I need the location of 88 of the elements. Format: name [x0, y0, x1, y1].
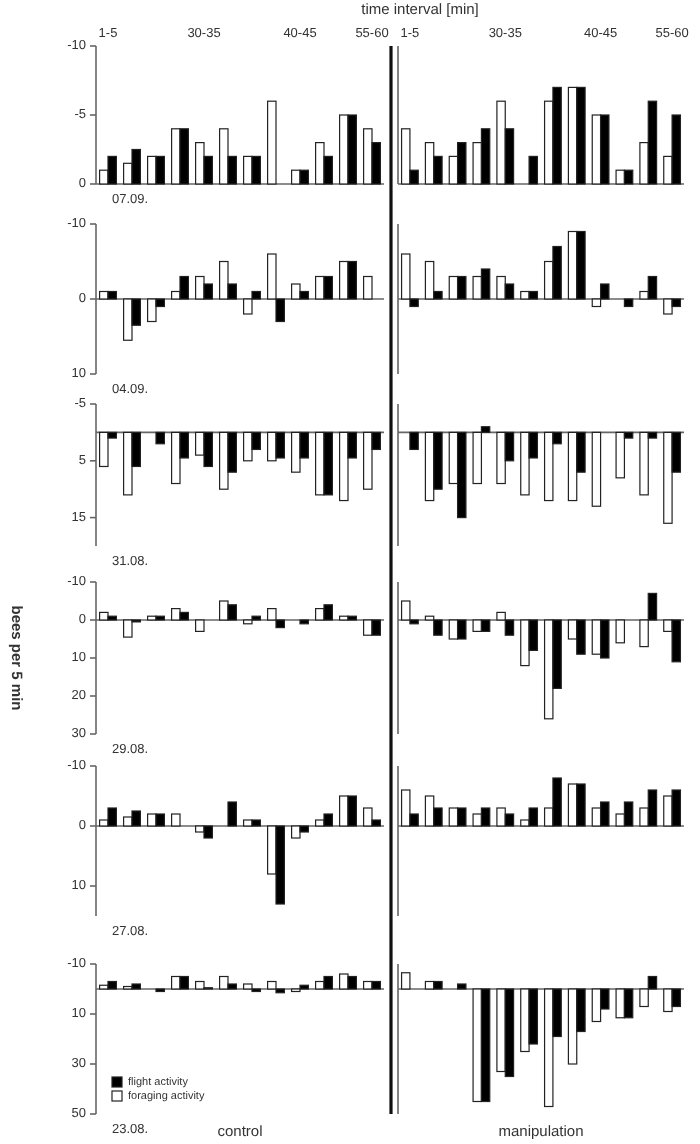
bar — [528, 988, 539, 1045]
bar — [671, 619, 682, 663]
bar — [520, 431, 530, 496]
bar — [371, 619, 381, 636]
bar — [339, 431, 349, 502]
bar — [243, 819, 253, 827]
bar — [299, 290, 309, 300]
bar — [591, 431, 602, 507]
bar — [99, 431, 109, 468]
bar — [615, 431, 626, 479]
bar — [433, 619, 443, 636]
bar — [155, 813, 165, 827]
bar — [291, 431, 301, 473]
bar — [203, 283, 213, 300]
bar — [323, 431, 333, 496]
bar — [615, 988, 626, 1019]
bar — [219, 431, 229, 490]
bar — [363, 431, 373, 490]
bar — [99, 611, 109, 621]
bar — [123, 816, 133, 827]
bar — [504, 619, 515, 636]
bar — [227, 604, 237, 621]
bar — [203, 825, 213, 839]
bar — [543, 619, 554, 720]
bar — [456, 619, 467, 640]
bar — [671, 988, 682, 1008]
bar — [195, 825, 205, 833]
bar — [472, 619, 483, 632]
bar — [520, 619, 530, 667]
bar — [171, 431, 181, 485]
bar — [243, 431, 253, 462]
bar — [472, 988, 483, 1103]
bar — [219, 260, 229, 300]
bar — [171, 813, 181, 827]
bar — [275, 431, 285, 459]
bar — [363, 807, 373, 827]
bar — [496, 988, 506, 1073]
bar — [171, 608, 181, 621]
bar — [400, 600, 411, 621]
bar — [267, 608, 277, 621]
bar — [639, 431, 649, 496]
bar — [123, 431, 133, 496]
bar — [576, 619, 586, 655]
bar — [123, 619, 133, 638]
bar — [615, 619, 626, 644]
bar — [315, 819, 325, 827]
bar — [299, 825, 309, 833]
bar — [179, 275, 189, 300]
bar — [623, 988, 634, 1019]
bar — [472, 431, 483, 485]
bar — [147, 813, 157, 827]
bar — [291, 825, 301, 839]
bar — [219, 600, 229, 621]
bar — [347, 260, 357, 300]
bar — [203, 431, 213, 468]
bar — [323, 275, 333, 300]
bar — [363, 275, 373, 300]
bar — [195, 619, 205, 632]
bar — [663, 431, 673, 524]
bar — [123, 298, 133, 341]
bar — [543, 431, 554, 502]
bar — [243, 298, 253, 315]
bar — [275, 825, 285, 905]
bar — [107, 807, 117, 827]
bar — [227, 801, 237, 827]
bar — [131, 810, 141, 827]
bar — [543, 988, 554, 1108]
bar — [347, 795, 357, 827]
bar — [323, 604, 333, 621]
bar — [179, 611, 189, 621]
bar — [480, 988, 491, 1103]
bar — [155, 431, 165, 445]
bar — [251, 819, 261, 827]
bar — [323, 813, 333, 827]
bar — [400, 972, 411, 990]
bar — [433, 980, 443, 990]
bar — [456, 983, 467, 990]
bar — [456, 431, 467, 519]
bar — [599, 619, 610, 659]
bar — [291, 283, 301, 300]
bar — [409, 431, 419, 451]
bar — [480, 619, 491, 632]
bar — [147, 298, 157, 323]
bar — [504, 988, 515, 1078]
bar — [663, 988, 673, 1013]
bar — [107, 290, 117, 300]
bar — [195, 275, 205, 300]
bar — [496, 431, 506, 485]
